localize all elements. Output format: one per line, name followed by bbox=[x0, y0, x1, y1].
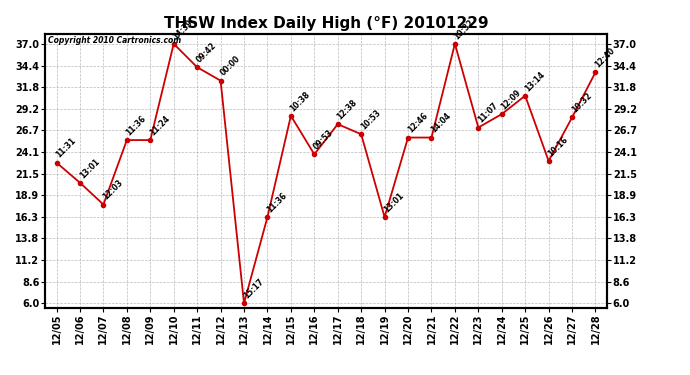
Text: 14:04: 14:04 bbox=[429, 111, 453, 135]
Text: 10:32: 10:32 bbox=[453, 18, 476, 41]
Text: Copyright 2010 Cartronics.com: Copyright 2010 Cartronics.com bbox=[48, 36, 181, 45]
Text: 09:53: 09:53 bbox=[312, 128, 335, 152]
Text: 11:07: 11:07 bbox=[476, 101, 500, 125]
Text: 14:39: 14:39 bbox=[172, 18, 195, 41]
Text: 13:01: 13:01 bbox=[382, 191, 406, 214]
Text: 12:46: 12:46 bbox=[406, 111, 429, 135]
Text: 11:36: 11:36 bbox=[265, 191, 288, 214]
Title: THSW Index Daily High (°F) 20101229: THSW Index Daily High (°F) 20101229 bbox=[164, 16, 489, 31]
Text: 10:53: 10:53 bbox=[359, 108, 382, 131]
Text: 11:24: 11:24 bbox=[148, 114, 172, 137]
Text: 13:01: 13:01 bbox=[78, 157, 101, 180]
Text: 10:32: 10:32 bbox=[570, 91, 593, 115]
Text: 11:36: 11:36 bbox=[125, 114, 148, 137]
Text: 15:17: 15:17 bbox=[241, 277, 265, 300]
Text: 12:09: 12:09 bbox=[500, 88, 523, 111]
Text: 00:00: 00:00 bbox=[219, 54, 241, 78]
Text: 13:14: 13:14 bbox=[523, 69, 546, 93]
Text: 09:42: 09:42 bbox=[195, 41, 218, 64]
Text: 10:38: 10:38 bbox=[288, 90, 312, 113]
Text: 10:16: 10:16 bbox=[546, 135, 570, 158]
Text: 12:40: 12:40 bbox=[593, 46, 617, 69]
Text: 12:03: 12:03 bbox=[101, 178, 125, 202]
Text: 11:31: 11:31 bbox=[55, 136, 78, 160]
Text: 12:38: 12:38 bbox=[335, 98, 359, 122]
